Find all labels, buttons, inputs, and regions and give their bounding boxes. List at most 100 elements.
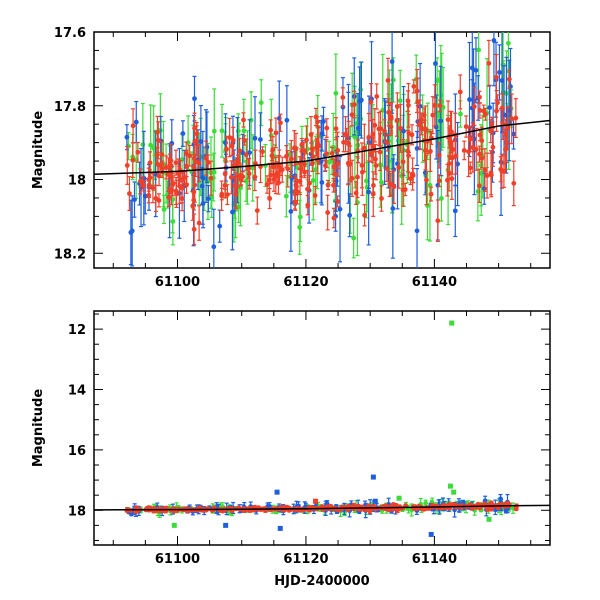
blue-data-point: [337, 206, 343, 212]
y-tick-label: 16: [68, 444, 86, 459]
blue-data-point: [499, 78, 505, 83]
fit-curve: [94, 504, 550, 511]
red-data-point: [133, 505, 139, 511]
red-data-point: [266, 177, 272, 183]
red-data-point: [373, 163, 379, 168]
red-data-point: [168, 158, 174, 164]
red-data-point: [228, 174, 234, 180]
green-data-point: [379, 179, 384, 185]
red-data-point: [254, 208, 260, 214]
red-data-point: [495, 100, 500, 106]
red-data-point: [305, 186, 310, 192]
red-data-point: [391, 184, 397, 190]
red-data-point: [410, 171, 416, 177]
red-data-point: [370, 131, 376, 137]
blue-data-point: [180, 131, 186, 136]
green-data-point: [351, 235, 357, 241]
red-data-point: [482, 167, 488, 173]
red-data-point: [386, 109, 391, 115]
red-data-point: [192, 182, 198, 188]
red-data-point: [432, 103, 438, 108]
red-data-point: [400, 159, 406, 165]
red-data-point: [477, 108, 483, 113]
y-axis-title: Magnitude: [31, 111, 46, 190]
blue-data-point: [319, 180, 325, 185]
blue-data-point: [511, 131, 516, 137]
red-data-point: [488, 506, 494, 512]
x-tick-label: 61120: [283, 552, 328, 567]
red-data-point: [435, 218, 441, 224]
green-data-point: [140, 142, 146, 147]
red-data-point: [428, 191, 434, 197]
red-data-point: [329, 150, 335, 156]
blue-data-point: [217, 223, 223, 229]
blue-data-point: [497, 70, 502, 75]
y-tick-label: 14: [68, 384, 86, 399]
red-data-point: [140, 179, 146, 185]
blue-data-point: [223, 140, 228, 146]
red-data-point: [335, 199, 341, 204]
red-data-point: [505, 501, 510, 507]
red-data-point: [423, 147, 428, 153]
red-data-point: [477, 94, 482, 100]
blue-data-point: [389, 59, 395, 64]
y-tick-label: 17.6: [54, 26, 86, 41]
red-data-point: [288, 156, 294, 162]
red-data-point: [488, 128, 494, 134]
blue-data-point: [205, 196, 211, 202]
red-data-point: [166, 194, 172, 200]
red-data-point: [307, 180, 312, 186]
red-data-point: [415, 99, 421, 105]
blue-data-point: [433, 61, 438, 66]
blue-data-point: [132, 197, 137, 203]
red-data-point: [447, 139, 453, 145]
red-data-point: [301, 507, 307, 513]
blue-data-point: [473, 67, 479, 73]
red-data-point: [436, 152, 442, 158]
red-data-point: [424, 177, 429, 183]
x-tick-label: 61100: [155, 552, 200, 567]
red-data-point: [155, 129, 160, 135]
blue-data-point: [355, 125, 361, 131]
y-tick-label: 18: [68, 504, 86, 519]
red-data-point: [310, 154, 316, 159]
red-data-point: [449, 176, 455, 182]
red-data-point: [331, 215, 337, 221]
red-data-point: [505, 125, 511, 131]
blue-data-point: [199, 183, 205, 189]
green-outlier-point: [171, 522, 177, 528]
green-data-point: [358, 87, 363, 93]
red-data-point: [488, 172, 494, 178]
red-data-point: [153, 196, 159, 201]
red-data-point: [146, 182, 152, 188]
red-data-point: [486, 60, 492, 66]
blue-data-point: [452, 208, 458, 214]
green-data-point: [333, 90, 339, 96]
red-data-point: [430, 112, 436, 118]
red-data-point: [493, 74, 499, 80]
red-data-point: [270, 164, 276, 170]
red-data-point: [285, 166, 291, 172]
green-data-point: [310, 177, 316, 183]
red-data-point: [349, 175, 355, 181]
x-tick-label: 61140: [412, 552, 457, 567]
bottom-panel: 61100 61120 61140 12 14 16 18 Magnitude HJD-2400…: [31, 310, 551, 589]
red-data-point: [481, 108, 487, 114]
green-data-point: [170, 219, 176, 224]
red-data-point: [437, 103, 443, 109]
red-data-point: [147, 160, 153, 166]
blue-outlier-point: [277, 525, 283, 531]
red-data-point: [276, 164, 282, 169]
blue-data-point: [129, 228, 135, 234]
green-data-point: [211, 128, 217, 134]
red-data-point: [325, 182, 331, 188]
blue-data-point: [124, 134, 130, 140]
x-tick-label: 61100: [155, 275, 200, 290]
red-data-point: [203, 155, 209, 161]
red-data-point: [398, 125, 404, 131]
data-points-layer: [94, 320, 550, 537]
red-data-point: [184, 182, 189, 188]
plot-frame: [93, 31, 551, 269]
blue-data-point: [401, 128, 406, 134]
